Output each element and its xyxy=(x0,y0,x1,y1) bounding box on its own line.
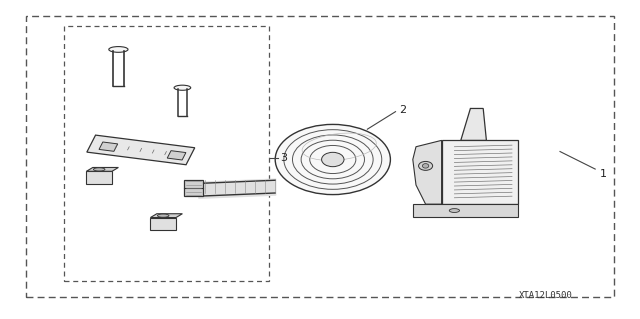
Ellipse shape xyxy=(157,214,169,217)
Polygon shape xyxy=(184,180,203,196)
Text: 2: 2 xyxy=(399,105,406,115)
Ellipse shape xyxy=(449,209,460,212)
Text: XTA12L0500: XTA12L0500 xyxy=(519,291,573,300)
Bar xyxy=(99,142,118,151)
Polygon shape xyxy=(87,135,195,165)
Ellipse shape xyxy=(93,168,105,171)
Ellipse shape xyxy=(109,47,128,52)
Polygon shape xyxy=(86,167,118,171)
Polygon shape xyxy=(413,140,442,204)
Polygon shape xyxy=(86,171,112,184)
Polygon shape xyxy=(150,214,182,218)
Polygon shape xyxy=(461,108,486,140)
Text: 3: 3 xyxy=(280,153,287,163)
Polygon shape xyxy=(413,204,518,217)
Bar xyxy=(26,16,614,297)
Bar xyxy=(167,151,186,160)
Ellipse shape xyxy=(275,124,390,195)
Ellipse shape xyxy=(419,161,433,170)
Polygon shape xyxy=(442,140,518,204)
Ellipse shape xyxy=(174,85,191,90)
Polygon shape xyxy=(150,218,176,230)
Ellipse shape xyxy=(422,164,429,168)
Text: 1: 1 xyxy=(600,169,607,179)
Bar xyxy=(64,26,269,281)
Ellipse shape xyxy=(322,152,344,167)
